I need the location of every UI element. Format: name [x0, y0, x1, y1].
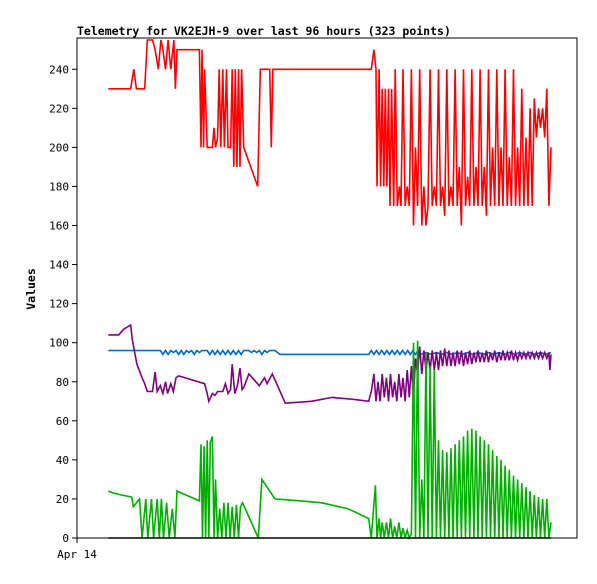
y-tick-label: 220: [49, 102, 69, 115]
y-tick-label: 120: [49, 298, 69, 311]
y-tick-label: 180: [49, 180, 69, 193]
x-tick-label: Apr 14: [57, 548, 97, 561]
y-tick-label: 200: [49, 141, 69, 154]
plot-frame: [76, 37, 578, 539]
y-tick-label: 140: [49, 259, 69, 272]
y-tick-label: 40: [56, 454, 69, 467]
y-axis-label: Values: [24, 268, 38, 310]
chart-title: Telemetry for VK2EJH-9 over last 96 hour…: [77, 24, 451, 38]
y-tick-label: 60: [56, 415, 69, 428]
y-tick-label: 80: [56, 376, 69, 389]
series-line-0: [108, 39, 552, 226]
y-tick-label: 160: [49, 220, 69, 233]
y-tick-label: 20: [56, 493, 69, 506]
y-tick-label: 0: [62, 532, 69, 545]
y-tick-label: 240: [49, 63, 69, 76]
y-tick-label: 100: [49, 337, 69, 350]
plot-area: 0 20 40 60 80 100 120 140 160 180 200 220 240 Apr 14: [49, 37, 578, 561]
